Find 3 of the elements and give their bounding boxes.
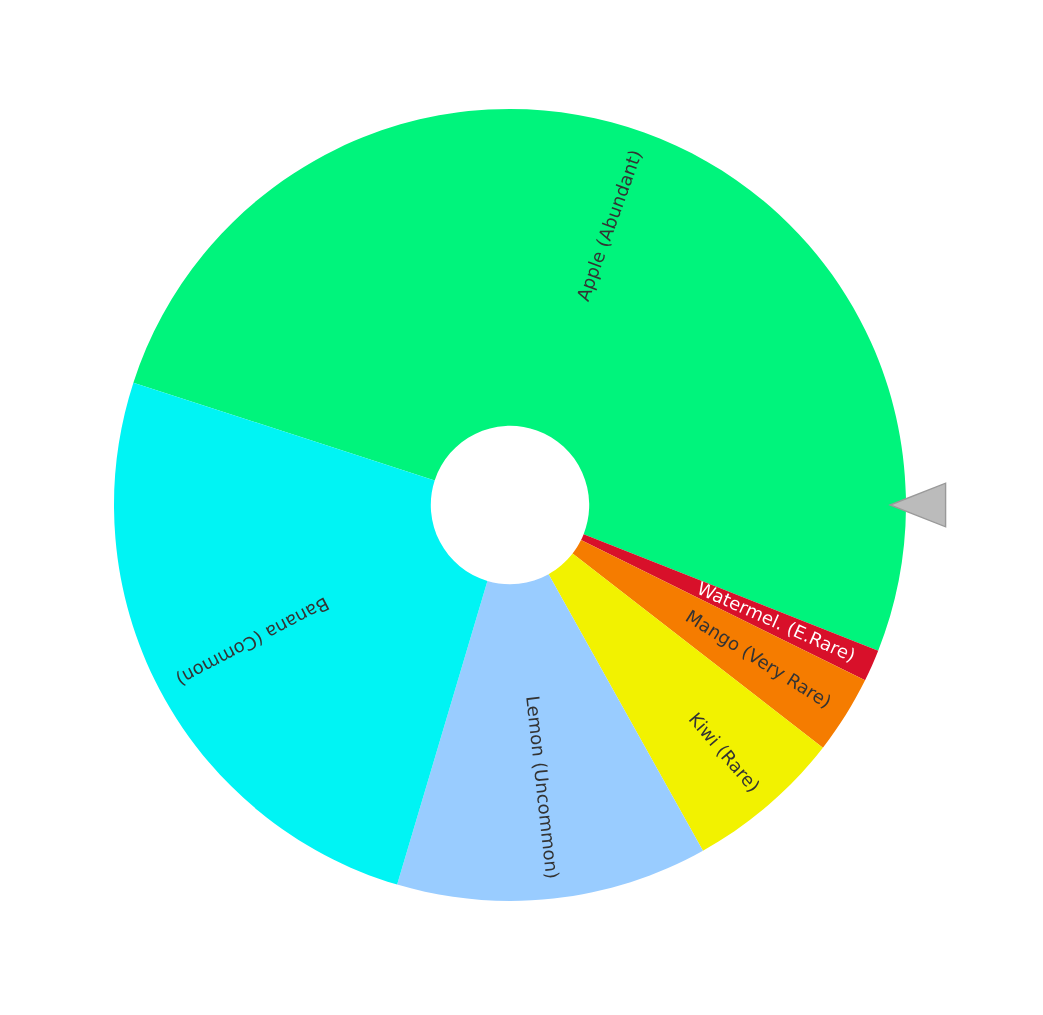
donut-slice (114, 382, 488, 885)
slice-label: Lemon (Uncommon) (523, 696, 560, 879)
donut-slice (572, 540, 866, 748)
